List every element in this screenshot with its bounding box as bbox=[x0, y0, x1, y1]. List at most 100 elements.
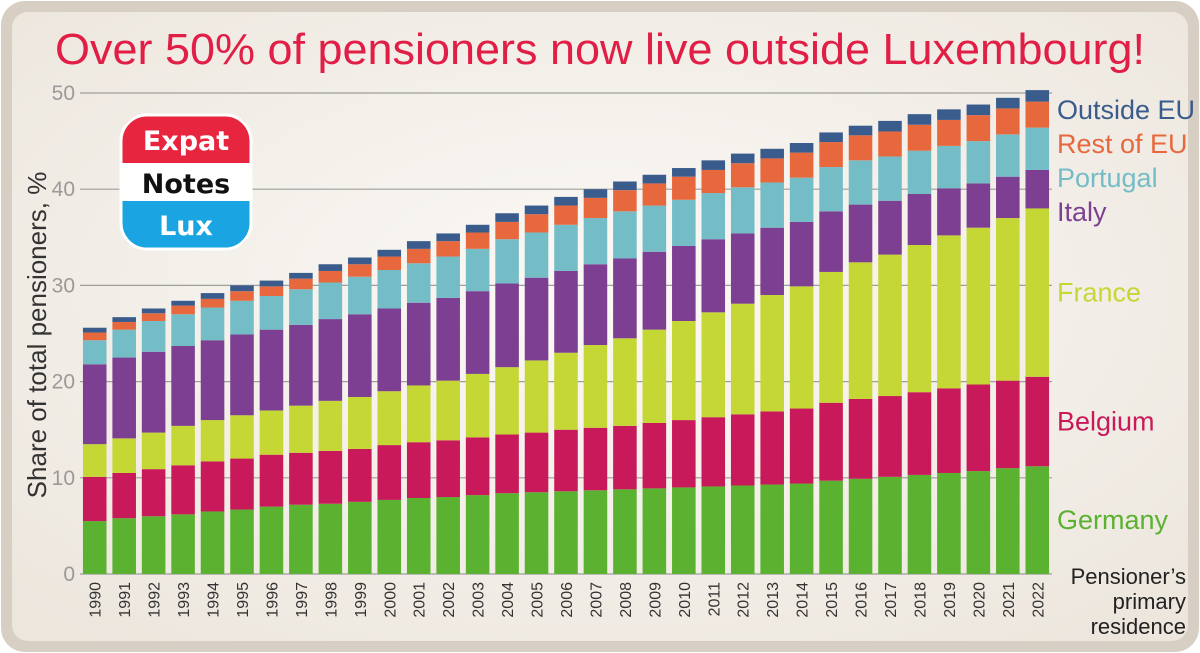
bar-segment bbox=[112, 357, 136, 439]
bar-segment bbox=[82, 476, 107, 522]
bar-segment bbox=[878, 156, 902, 201]
bar-segment bbox=[82, 364, 107, 445]
bar-segment bbox=[878, 476, 902, 574]
bar-segment bbox=[996, 108, 1020, 135]
bar-segment bbox=[583, 427, 608, 491]
bar-segment bbox=[524, 277, 549, 361]
x-tick-label: 1998 bbox=[323, 582, 340, 618]
x-tick-label: 2020 bbox=[971, 582, 988, 618]
legend-label: Germany bbox=[1057, 505, 1169, 535]
bar-segment bbox=[495, 221, 519, 240]
bar-segment bbox=[760, 295, 784, 412]
bar-segment bbox=[937, 472, 961, 574]
note-line-3: residence bbox=[1091, 614, 1186, 639]
x-tick-label: 2011 bbox=[706, 582, 723, 617]
bar-segment bbox=[996, 468, 1020, 574]
bar-segment bbox=[672, 176, 696, 200]
legend-label: Italy bbox=[1057, 197, 1107, 227]
bar-segment bbox=[318, 264, 343, 271]
bar-segment bbox=[819, 142, 843, 168]
bar-segment bbox=[966, 227, 991, 385]
bar-segment bbox=[259, 329, 284, 411]
bar-segment bbox=[200, 461, 225, 512]
bar-segment bbox=[848, 398, 873, 479]
bar-segment bbox=[230, 415, 254, 459]
bar-segment bbox=[966, 471, 991, 574]
bar-segment bbox=[524, 360, 549, 433]
bar-segment bbox=[554, 205, 578, 225]
bar-segment bbox=[642, 174, 667, 184]
x-tick-label: 1993 bbox=[176, 582, 193, 618]
bar-segment bbox=[377, 445, 402, 500]
logo-notes: Notes bbox=[142, 169, 230, 200]
bar-segment bbox=[200, 340, 225, 421]
bar-segment bbox=[966, 115, 991, 142]
bar-segment bbox=[672, 199, 696, 246]
bar-segment bbox=[230, 509, 254, 574]
bar-segment bbox=[996, 176, 1020, 219]
bar-segment bbox=[819, 211, 843, 272]
bar-segment bbox=[259, 410, 284, 455]
bar-segment bbox=[996, 134, 1020, 177]
bar-segment bbox=[348, 264, 372, 277]
bar-segment bbox=[789, 483, 814, 574]
bar-segment bbox=[230, 334, 254, 416]
bar-segment bbox=[200, 293, 225, 299]
x-tick-label: 2004 bbox=[500, 582, 517, 618]
bar-segment bbox=[937, 235, 961, 389]
legend-label: Outside EU bbox=[1057, 95, 1195, 125]
bar-segment bbox=[613, 190, 637, 212]
bar-segment bbox=[878, 254, 902, 397]
bar-segment bbox=[348, 501, 372, 574]
bar-segment bbox=[82, 521, 107, 574]
bar-segment bbox=[1025, 208, 1050, 377]
bar-segment bbox=[996, 218, 1020, 381]
bar-segment bbox=[289, 405, 313, 453]
bar-segment bbox=[789, 143, 814, 153]
bar-segment bbox=[819, 402, 843, 481]
bar-segment bbox=[966, 183, 991, 228]
bar-segment bbox=[819, 480, 843, 574]
bar-segment bbox=[112, 321, 136, 330]
logo-lux: Lux bbox=[159, 211, 213, 242]
bar-segment bbox=[377, 499, 402, 574]
x-tick-label: 1994 bbox=[206, 582, 223, 618]
y-axis-ticks: 0 10 20 30 40 50 bbox=[52, 82, 75, 586]
bar-segment bbox=[701, 239, 726, 313]
bar-segment bbox=[937, 388, 961, 473]
bar-segment bbox=[406, 241, 431, 249]
bar-segment bbox=[642, 205, 667, 252]
bar-segment bbox=[966, 384, 991, 472]
bar-segment bbox=[465, 495, 490, 574]
bar-segment bbox=[112, 438, 136, 473]
bar-segment bbox=[377, 270, 402, 309]
bar-segment bbox=[318, 319, 343, 401]
bar-segment bbox=[171, 514, 195, 574]
bar-segment bbox=[112, 317, 136, 322]
legend-label: Belgium bbox=[1057, 407, 1155, 437]
y-tick-label: 10 bbox=[52, 467, 75, 490]
bar-segment bbox=[406, 263, 431, 303]
legend-label: Portugal bbox=[1057, 163, 1158, 193]
bar-segment bbox=[907, 150, 932, 195]
bar-segment bbox=[848, 262, 873, 399]
bar-segment bbox=[701, 417, 726, 487]
bar-segment bbox=[524, 232, 549, 278]
x-tick-label: 2006 bbox=[559, 582, 576, 618]
x-tick-label: 2009 bbox=[647, 582, 664, 618]
bar-segment bbox=[171, 314, 195, 347]
bar-segment bbox=[465, 437, 490, 496]
bar-segment bbox=[377, 391, 402, 446]
x-tick-label: 2008 bbox=[618, 582, 635, 618]
x-tick-label: 2016 bbox=[854, 582, 871, 618]
bar-segment bbox=[348, 396, 372, 449]
note-line-2: primary bbox=[1113, 589, 1186, 614]
expat-notes-lux-logo: Expat Notes Lux bbox=[119, 113, 253, 251]
bar-segment bbox=[495, 239, 519, 284]
bar-segment bbox=[907, 392, 932, 475]
residence-note: Pensioner’s primary residence bbox=[1071, 564, 1186, 639]
bar-segment bbox=[878, 120, 902, 132]
bar-segment bbox=[613, 211, 637, 259]
bar-segment bbox=[495, 283, 519, 368]
